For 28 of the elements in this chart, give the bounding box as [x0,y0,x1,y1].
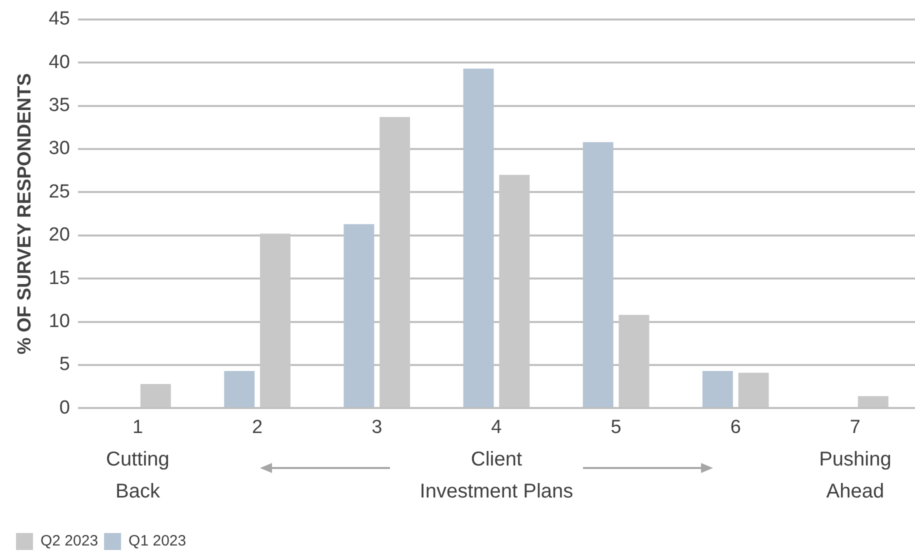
x-tick-label: 5 [610,416,622,438]
y-tick-label: 15 [48,268,70,289]
y-tick-label: 5 [59,354,70,376]
bar [702,371,733,408]
y-axis-title: % OF SURVEY RESPONDENTS [14,73,36,354]
y-tick-label: 25 [48,181,70,202]
bar [344,224,374,408]
text: Client Investment Plans [420,448,574,503]
x-tick-label: 3 [372,416,382,438]
y-tick-label: 35 [48,95,70,116]
y-tick-label: 0 [59,397,70,418]
legend-label: Q2 2023 [40,532,98,550]
x-tick-label: 1 [132,416,144,438]
text: Cutting Back [106,448,170,503]
y-tick-label: 45 [48,8,70,30]
bar [582,142,614,408]
bar [224,371,255,408]
x-tick-label: 6 [730,416,741,438]
x-tick-label: 2 [252,416,263,438]
bar [463,68,494,408]
x-tick-label: 7 [850,416,860,438]
text: Pushing Ahead [819,448,892,503]
x-tick-label: 4 [491,416,502,438]
y-tick-label: 30 [48,138,70,160]
y-tick-label: 10 [48,311,70,332]
y-tick-label: 40 [48,52,70,73]
y-tick-label: 20 [48,224,70,246]
legend-label: Q1 2023 [128,532,186,550]
